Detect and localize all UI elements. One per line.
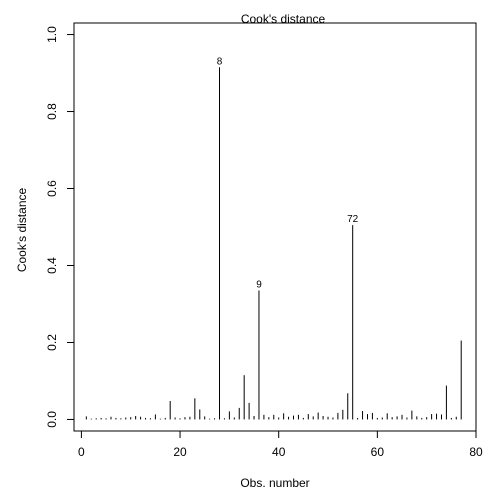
annotation-obs-28: 8 [217, 56, 223, 67]
x-tick-label-20: 20 [173, 445, 187, 459]
plot-frame [73, 22, 477, 432]
x-axis-label: Obs. number [240, 476, 309, 490]
x-tick-label-40: 40 [272, 445, 286, 459]
chart-title: Cook's distance [241, 12, 326, 26]
bar-group [85, 67, 462, 420]
y-tick-label-0-2: 0.2 [45, 334, 59, 351]
annotation-obs-55: 72 [347, 214, 359, 225]
annotation-obs-36: 9 [256, 280, 262, 291]
x-tick-label-80: 80 [469, 445, 483, 459]
x-axis: 0 20 40 60 80 [78, 430, 483, 459]
x-tick-label-60: 60 [371, 445, 385, 459]
y-axis-label: Cook's distance [15, 188, 29, 273]
x-tick-label-0: 0 [78, 445, 85, 459]
annotation-group: 8 9 72 [217, 56, 359, 290]
y-tick-label-0-6: 0.6 [45, 180, 59, 197]
y-tick-label-1: 1.0 [45, 26, 59, 43]
y-tick-label-0-8: 0.8 [45, 103, 59, 120]
y-axis: 0.0 0.2 0.4 0.6 0.8 1.0 [45, 26, 75, 428]
y-tick-label-0: 0.0 [45, 411, 59, 428]
y-tick-label-0-4: 0.4 [45, 257, 59, 274]
